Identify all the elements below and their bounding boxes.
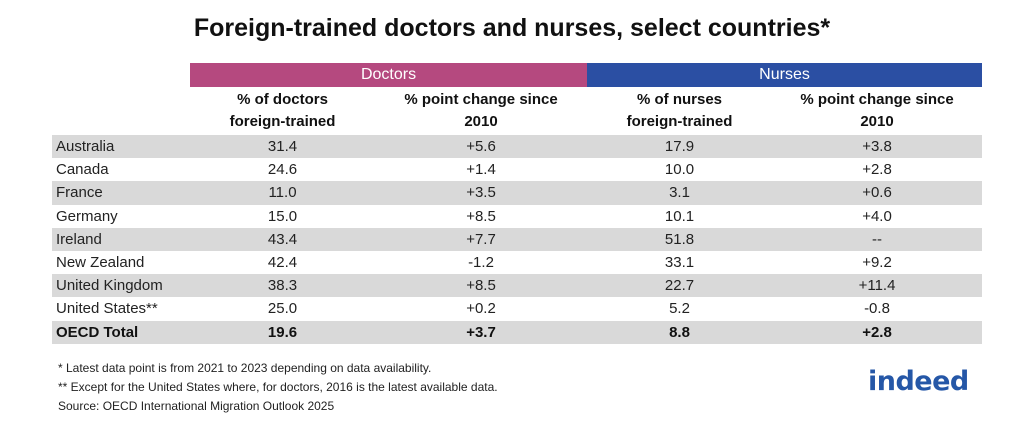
column-header-row: % of doctors foreign-trained % point chan… <box>52 87 982 135</box>
value-cell: 33.1 <box>664 254 695 272</box>
value-cell: +9.2 <box>862 254 892 272</box>
value-cell: 51.8 <box>664 230 695 248</box>
value-cell: +3.7 <box>466 323 496 341</box>
table-row: United States** 25.0 +0.2 5.2 -0.8 <box>52 297 982 320</box>
value-cell: -0.8 <box>864 300 890 318</box>
value-cell: -- <box>872 230 882 248</box>
col-header-doctors-pct: % of doctors foreign-trained <box>190 87 375 135</box>
doctors-group-header: Doctors <box>190 63 587 87</box>
value-cell: 25.0 <box>267 300 298 318</box>
value-cell: +3.5 <box>466 184 496 202</box>
value-cell: +11.4 <box>858 277 896 295</box>
value-cell: 8.8 <box>669 323 690 341</box>
value-cell: 42.4 <box>267 254 298 272</box>
country-cell: Germany <box>56 207 118 225</box>
value-cell: +3.8 <box>862 138 892 156</box>
col-header-line: % of doctors <box>237 91 328 108</box>
value-cell: 10.0 <box>664 161 695 179</box>
col-header-line: 2010 <box>464 113 498 130</box>
value-cell: +4.0 <box>862 207 892 225</box>
table-row: Canada 24.6 +1.4 10.0 +2.8 <box>52 158 982 181</box>
value-cell: 31.4 <box>267 138 298 156</box>
value-cell: 24.6 <box>267 161 298 179</box>
table-row: France 11.0 +3.5 3.1 +0.6 <box>52 181 982 205</box>
country-cell: United Kingdom <box>56 277 163 295</box>
col-header-line: % point change since <box>800 91 954 108</box>
col-header-nurses-change: % point change since 2010 <box>772 87 982 135</box>
value-cell: 19.6 <box>267 323 298 341</box>
value-cell: -1.2 <box>468 254 494 272</box>
value-cell: +7.7 <box>466 230 496 248</box>
value-cell: 10.1 <box>664 207 695 225</box>
value-cell: +0.6 <box>862 184 892 202</box>
value-cell: 3.1 <box>669 184 690 202</box>
col-header-line: foreign-trained <box>626 113 733 130</box>
table-row: Australia 31.4 +5.6 17.9 +3.8 <box>52 135 982 159</box>
value-cell: 11.0 <box>268 184 297 202</box>
source-note: Source: OECD International Migration Out… <box>58 399 335 413</box>
country-cell: Ireland <box>56 230 102 248</box>
country-cell: France <box>56 184 103 202</box>
value-cell: 17.9 <box>664 138 695 156</box>
data-table: Doctors Nurses % of doctors foreign-train… <box>52 63 982 344</box>
table-row: Ireland 43.4 +7.7 51.8 -- <box>52 227 982 251</box>
value-cell: +8.5 <box>466 277 496 295</box>
col-header-line: 2010 <box>860 113 894 130</box>
value-cell: 5.2 <box>669 300 690 318</box>
country-cell: OECD Total <box>56 323 139 341</box>
col-header-nurses-pct: % of nurses foreign-trained <box>587 87 772 135</box>
table-row: New Zealand 42.4 -1.2 33.1 +9.2 <box>52 251 982 274</box>
col-header-doctors-change: % point change since 2010 <box>375 87 587 135</box>
value-cell: +5.6 <box>466 138 496 156</box>
table-body: Australia 31.4 +5.6 17.9 +3.8 Canada 24.6 +1.4 1… <box>52 135 982 344</box>
value-cell: 22.7 <box>664 277 695 295</box>
indeed-logo: indeed <box>868 366 969 397</box>
country-cell: United States** <box>56 300 158 318</box>
value-cell: +0.2 <box>466 300 496 318</box>
country-cell: Canada <box>56 161 109 179</box>
group-header-row: Doctors Nurses <box>52 63 982 87</box>
value-cell: 15.0 <box>267 207 298 225</box>
country-cell: Australia <box>56 138 115 156</box>
nurses-group-header: Nurses <box>587 63 982 87</box>
table-row: Germany 15.0 +8.5 10.1 +4.0 <box>52 205 982 228</box>
value-cell: +8.5 <box>466 207 496 225</box>
value-cell: 43.4 <box>267 230 298 248</box>
table-row: OECD Total 19.6 +3.7 8.8 +2.8 <box>52 320 982 344</box>
table-row: United Kingdom 38.3 +8.5 22.7 +11.4 <box>52 274 982 298</box>
col-header-line: % point change since <box>404 91 558 108</box>
col-header-line: % of nurses <box>636 91 723 108</box>
footnote: ** Except for the United States where, f… <box>58 380 498 394</box>
chart-title: Foreign-trained doctors and nurses, sele… <box>193 14 831 42</box>
footnotes: * Latest data point is from 2021 to 2023… <box>58 359 498 416</box>
footnote: * Latest data point is from 2021 to 2023… <box>58 361 432 375</box>
country-cell: New Zealand <box>56 254 145 272</box>
col-header-line: foreign-trained <box>229 113 336 130</box>
value-cell: +2.8 <box>862 161 892 179</box>
value-cell: +2.8 <box>862 323 892 341</box>
value-cell: +1.4 <box>466 161 496 179</box>
value-cell: 38.3 <box>267 277 298 295</box>
